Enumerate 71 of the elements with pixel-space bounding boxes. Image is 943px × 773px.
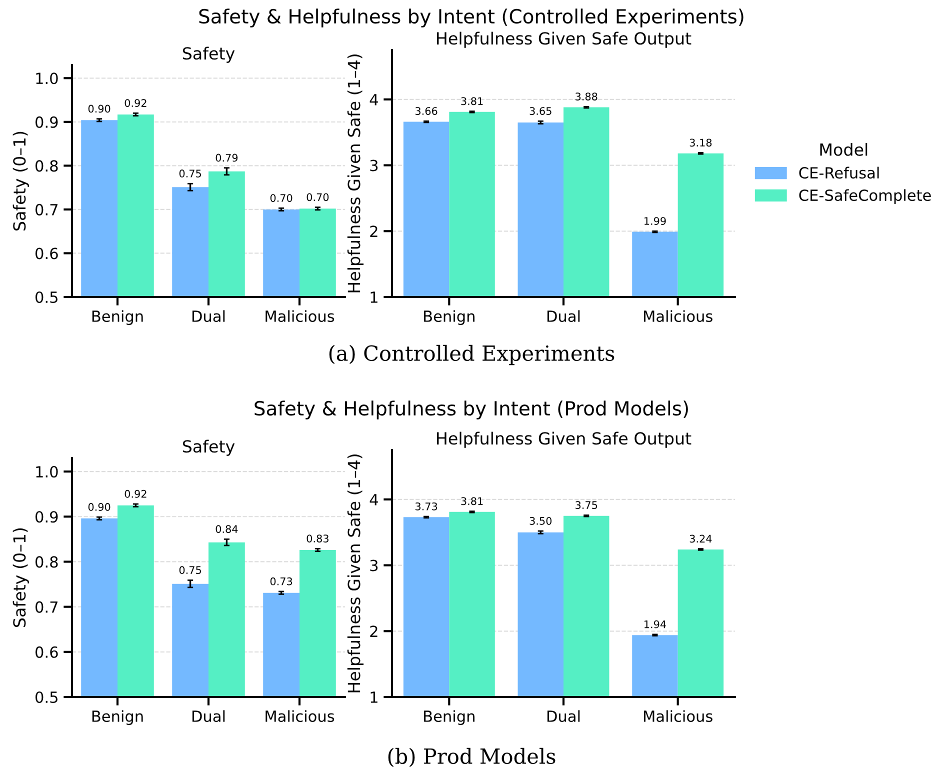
legend-label: CE-Refusal [799, 166, 879, 179]
y-axis-title: Helpfulness Given Safe (1–4) [347, 454, 364, 692]
y-tick-label: 0.8 [36, 160, 58, 172]
data-label: 0.73 [270, 577, 292, 586]
y-tick-label: 0.5 [36, 291, 58, 304]
data-label: 3.18 [690, 138, 712, 147]
data-label: 3.66 [416, 107, 438, 115]
data-label: 0.84 [216, 525, 238, 533]
text: (a) Controlled Experiments [329, 344, 614, 366]
y-tick-label: 0.8 [36, 556, 58, 568]
data-label: 3.81 [461, 97, 483, 106]
x-tick-label: Benign [92, 710, 143, 725]
data-label: 3.65 [530, 107, 552, 115]
data-label: 3.75 [576, 501, 598, 510]
y-tick-label: 0.9 [36, 511, 58, 523]
x-tick-label: Benign [424, 310, 474, 325]
y-tick-label: 2 [370, 226, 378, 237]
data-label: 0.90 [88, 503, 110, 511]
y-tick-label: 0.7 [36, 601, 58, 613]
x-tick-label: Malicious [266, 310, 334, 322]
data-label: 0.75 [179, 566, 201, 574]
x-tick-label: Dual [547, 310, 580, 322]
chart-title: Safety [182, 440, 235, 456]
y-tick-label: 3 [370, 160, 378, 172]
x-tick-label: Dual [547, 710, 580, 722]
data-label: 0.90 [88, 104, 110, 113]
data-label: 0.79 [216, 154, 238, 162]
data-label: 3.24 [690, 534, 712, 543]
y-tick-label: 4 [370, 494, 378, 506]
data-label: 3.73 [416, 502, 438, 510]
y-axis-title: Safety (0–1) [12, 132, 29, 230]
y-axis-title: Safety (0–1) [12, 528, 29, 627]
text: (b) Prod Models [388, 748, 556, 767]
data-label: 0.92 [124, 99, 146, 107]
y-tick-label: 1 [370, 292, 378, 303]
y-tick-label: 0.9 [36, 116, 58, 128]
chart-title: Safety [182, 46, 235, 63]
data-label: 0.75 [179, 170, 201, 178]
data-label: 0.83 [306, 534, 328, 542]
data-label: 1.94 [644, 620, 666, 628]
y-tick-label: 0.6 [36, 248, 58, 260]
data-label: 1.99 [644, 217, 666, 225]
x-tick-label: Malicious [266, 710, 334, 722]
x-tick-label: Malicious [644, 310, 712, 322]
y-tick-label: 1.0 [36, 72, 58, 84]
legend-title: Model [820, 143, 868, 156]
x-tick-label: Benign [424, 710, 474, 725]
x-tick-label: Benign [92, 310, 143, 325]
data-label: 3.50 [530, 516, 552, 525]
chart-title: Helpfulness Given Safe Output [437, 432, 692, 448]
x-tick-label: Dual [192, 710, 225, 722]
data-label: 3.81 [461, 497, 483, 506]
data-label: 0.70 [306, 193, 329, 202]
y-tick-label: 1.0 [36, 466, 58, 478]
x-tick-label: Dual [192, 310, 225, 322]
y-tick-label: 3 [370, 560, 378, 572]
data-label: 0.92 [124, 490, 146, 498]
y-tick-label: 0.5 [36, 691, 58, 704]
y-tick-label: 1 [370, 692, 378, 703]
data-label: 3.88 [576, 92, 598, 100]
y-tick-label: 0.7 [36, 204, 58, 216]
y-tick-label: 2 [370, 626, 378, 637]
text: Safety & Helpfulness by Intent (Controlled Experiments) [199, 8, 744, 28]
text: Safety & Helpfulness by Intent (Prod Models) [254, 400, 688, 420]
y-tick-label: 4 [370, 94, 378, 106]
y-axis-title: Helpfulness Given Safe (1–4) [347, 54, 364, 292]
chart-title: Helpfulness Given Safe Output [437, 32, 692, 48]
data-label: 0.70 [270, 194, 292, 202]
y-tick-label: 0.6 [36, 646, 58, 658]
legend-label: CE-SafeComplete [799, 189, 931, 204]
x-tick-label: Malicious [644, 710, 712, 722]
